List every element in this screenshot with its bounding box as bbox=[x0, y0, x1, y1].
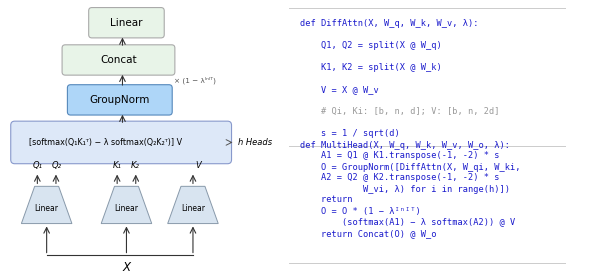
Text: Concat: Concat bbox=[100, 55, 137, 65]
FancyBboxPatch shape bbox=[62, 45, 175, 75]
Text: × (1 − λᴵⁿᴵᵀ): × (1 − λᴵⁿᴵᵀ) bbox=[174, 76, 216, 84]
Text: A1 = Q1 @ K1.transpose(-1, -2) * s: A1 = Q1 @ K1.transpose(-1, -2) * s bbox=[300, 151, 500, 160]
Text: Linear: Linear bbox=[110, 18, 143, 28]
Text: Q₂: Q₂ bbox=[51, 161, 61, 170]
Text: GroupNorm: GroupNorm bbox=[90, 95, 150, 105]
Text: Linear: Linear bbox=[35, 205, 58, 213]
Text: O = GroupNorm([DiffAttn(X, W_qi, W_ki,: O = GroupNorm([DiffAttn(X, W_qi, W_ki, bbox=[300, 163, 521, 172]
FancyBboxPatch shape bbox=[11, 121, 231, 164]
Text: s = 1 / sqrt(d): s = 1 / sqrt(d) bbox=[300, 129, 400, 138]
Text: def DiffAttn(X, W_q, W_k, W_v, λ):: def DiffAttn(X, W_q, W_k, W_v, λ): bbox=[300, 19, 479, 28]
Text: O = O * (1 − λᴵⁿᴵᵀ): O = O * (1 − λᴵⁿᴵᵀ) bbox=[300, 207, 421, 216]
Text: K₂: K₂ bbox=[131, 161, 140, 170]
Text: return: return bbox=[300, 195, 353, 204]
Text: V: V bbox=[196, 161, 201, 170]
Polygon shape bbox=[101, 186, 152, 224]
FancyBboxPatch shape bbox=[88, 7, 164, 38]
Text: Linear: Linear bbox=[114, 205, 139, 213]
Text: Q₁: Q₁ bbox=[32, 161, 42, 170]
Text: Q1, Q2 = split(X @ W_q): Q1, Q2 = split(X @ W_q) bbox=[300, 41, 442, 50]
Text: K1, K2 = split(X @ W_k): K1, K2 = split(X @ W_k) bbox=[300, 63, 442, 72]
Polygon shape bbox=[168, 186, 218, 224]
Text: return Concat(O) @ W_o: return Concat(O) @ W_o bbox=[300, 229, 437, 238]
Text: def MultiHead(X, W_q, W_k, W_v, W_o, λ):: def MultiHead(X, W_q, W_k, W_v, W_o, λ): bbox=[300, 141, 510, 150]
Text: X: X bbox=[123, 261, 130, 274]
Polygon shape bbox=[21, 186, 72, 224]
Text: K₁: K₁ bbox=[112, 161, 121, 170]
FancyBboxPatch shape bbox=[67, 85, 172, 115]
Text: [softmax(Q₁K₁ᵀ) − λ softmax(Q₂K₂ᵀ)] V: [softmax(Q₁K₁ᵀ) − λ softmax(Q₂K₂ᵀ)] V bbox=[28, 138, 182, 147]
Text: h Heads: h Heads bbox=[238, 138, 273, 147]
Text: W_vi, λ) for i in range(h)]): W_vi, λ) for i in range(h)]) bbox=[300, 185, 510, 194]
Text: V = X @ W_v: V = X @ W_v bbox=[300, 85, 379, 94]
Text: Linear: Linear bbox=[181, 205, 205, 213]
Text: # Qi, Ki: [b, n, d]; V: [b, n, 2d]: # Qi, Ki: [b, n, d]; V: [b, n, 2d] bbox=[300, 107, 500, 116]
Text: A2 = Q2 @ K2.transpose(-1, -2) * s: A2 = Q2 @ K2.transpose(-1, -2) * s bbox=[300, 173, 500, 182]
Text: (softmax(A1) − λ softmax(A2)) @ V: (softmax(A1) − λ softmax(A2)) @ V bbox=[300, 217, 516, 226]
